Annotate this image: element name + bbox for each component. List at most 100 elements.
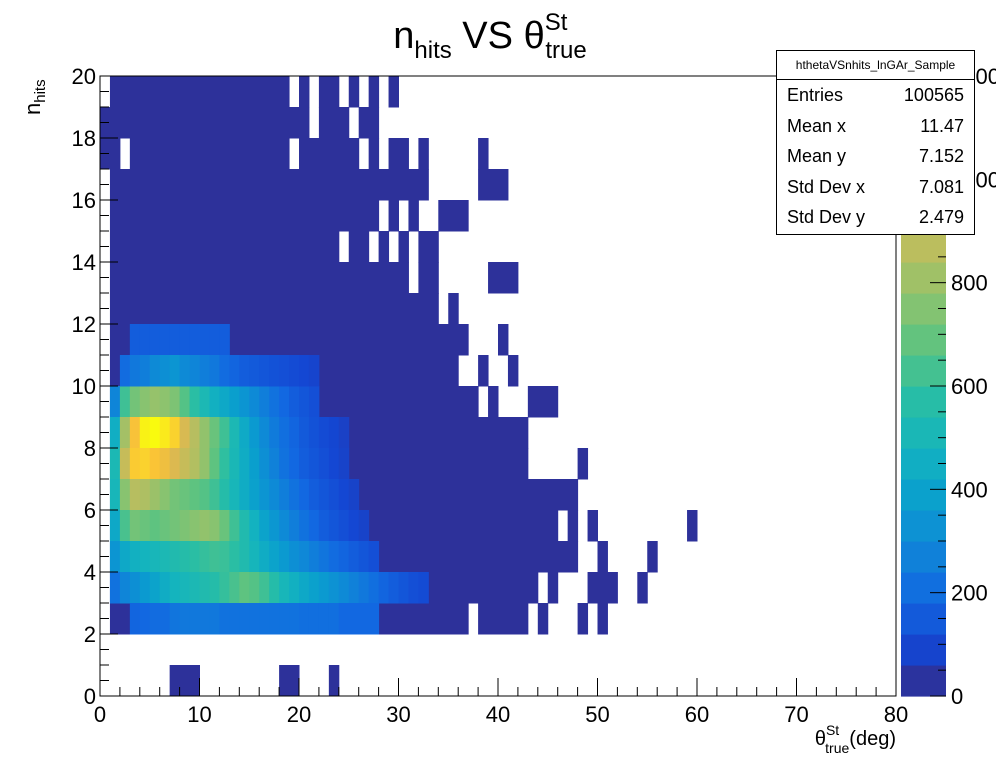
heatmap-cell — [279, 355, 290, 387]
heatmap-cell — [229, 386, 240, 418]
heatmap-cell — [179, 572, 191, 604]
heatmap-cell — [219, 355, 230, 387]
heatmap-cell — [139, 603, 151, 635]
heatmap-cell — [169, 386, 181, 418]
heatmap-cell — [109, 417, 121, 449]
heatmap-cell — [279, 603, 290, 635]
heatmap-cell — [109, 386, 121, 418]
heatmap-cell — [129, 510, 141, 542]
heatmap-cell — [159, 510, 171, 542]
heatmap-cell — [308, 417, 320, 449]
heatmap-cell — [279, 665, 300, 697]
heatmap-cell — [299, 386, 310, 418]
heatmap-cell — [159, 355, 171, 387]
heatmap-cell — [229, 603, 240, 635]
heatmap-cell — [308, 479, 320, 511]
heatmap-cell — [199, 324, 210, 356]
heatmap-cell — [299, 541, 310, 573]
heatmap-cell — [209, 572, 220, 604]
y-tick-label: 8 — [84, 436, 96, 461]
stats-value: 7.152 — [918, 146, 964, 166]
heatmap-cell — [249, 417, 260, 449]
x-tick-label: 60 — [685, 702, 709, 727]
heatmap-cell — [209, 603, 220, 635]
heatmap-cell — [269, 603, 280, 635]
heatmap-cell — [149, 417, 161, 449]
heatmap-cell — [348, 76, 360, 108]
heatmap-cell — [308, 603, 320, 635]
heatmap-cell — [109, 293, 439, 325]
heatmap-cell — [159, 479, 171, 511]
heatmap-cell — [219, 417, 230, 449]
heatmap-cell — [279, 417, 290, 449]
heatmap-cell — [219, 448, 230, 480]
heatmap-cell — [259, 417, 270, 449]
heatmap-cell — [179, 479, 191, 511]
y-tick-label: 16 — [72, 188, 96, 213]
heatmap-cell — [199, 355, 210, 387]
stats-label: Std Dev y — [787, 207, 866, 227]
heatmap-cell — [139, 417, 151, 449]
heatmap-cell — [229, 448, 240, 480]
heatmap-cell — [239, 355, 250, 387]
heatmap-cell — [299, 76, 310, 108]
heatmap-cell — [328, 510, 340, 542]
chart-title: nhits VS θSt true — [393, 9, 587, 64]
heatmap-cell — [308, 355, 320, 387]
heatmap-cell — [687, 510, 698, 542]
heatmap-cell — [289, 572, 300, 604]
heatmap-cell — [209, 417, 220, 449]
heatmap-cell — [209, 355, 220, 387]
heatmap-cell — [119, 386, 131, 418]
heatmap-cell — [398, 231, 409, 263]
colorbar-segment — [901, 417, 946, 449]
stats-label: Mean x — [787, 115, 847, 136]
heatmap-cell — [378, 231, 390, 263]
heatmap-cell — [289, 417, 300, 449]
heatmap-cell — [199, 479, 210, 511]
stats-label: Mean y — [787, 146, 847, 166]
heatmap-cell — [169, 665, 200, 697]
y-tick-label: 12 — [72, 312, 96, 337]
heatmap-cell — [129, 541, 141, 573]
colorbar-tick-label: 400 — [951, 477, 988, 502]
heatmap-cell — [209, 324, 220, 356]
heatmap-cell — [647, 541, 658, 573]
heatmap-cell — [239, 572, 250, 604]
heatmap-cell — [229, 479, 240, 511]
heatmap-cell — [179, 355, 191, 387]
heatmap-cell — [269, 479, 280, 511]
heatmap-cell — [308, 572, 320, 604]
heatmap-cell — [119, 448, 131, 480]
stats-row-entries: Entries 100565 — [777, 80, 974, 111]
heatmap-cell — [109, 479, 121, 511]
heatmap-cell — [318, 510, 330, 542]
heatmap-cell — [229, 510, 240, 542]
heatmap-cell — [199, 572, 210, 604]
y-tick-label: 0 — [84, 684, 96, 709]
x-tick-label: 70 — [784, 702, 808, 727]
heatmap-cell — [179, 386, 191, 418]
heatmap-cell — [139, 572, 151, 604]
heatmap-cell — [149, 448, 161, 480]
heatmap-cell — [637, 572, 648, 604]
heatmap-cell — [249, 355, 260, 387]
heatmap-cell — [119, 541, 131, 573]
heatmap-cell — [219, 386, 230, 418]
heatmap-cell — [179, 541, 191, 573]
heatmap-cell — [189, 603, 200, 635]
stats-value: 100565 — [903, 85, 964, 105]
y-tick-label: 4 — [84, 560, 96, 585]
heatmap-cell — [169, 603, 181, 635]
heatmap-cell — [289, 510, 300, 542]
heatmap-cell — [358, 572, 370, 604]
heatmap-cell — [129, 417, 141, 449]
heatmap-cell — [139, 324, 151, 356]
heatmap-cell — [159, 448, 171, 480]
heatmap-cell — [279, 479, 290, 511]
heatmap-cell — [448, 293, 459, 325]
heatmap-cell — [189, 324, 200, 356]
stats-row-mean-y: Mean y 7.152 — [777, 141, 974, 172]
heatmap-cell — [418, 262, 439, 294]
